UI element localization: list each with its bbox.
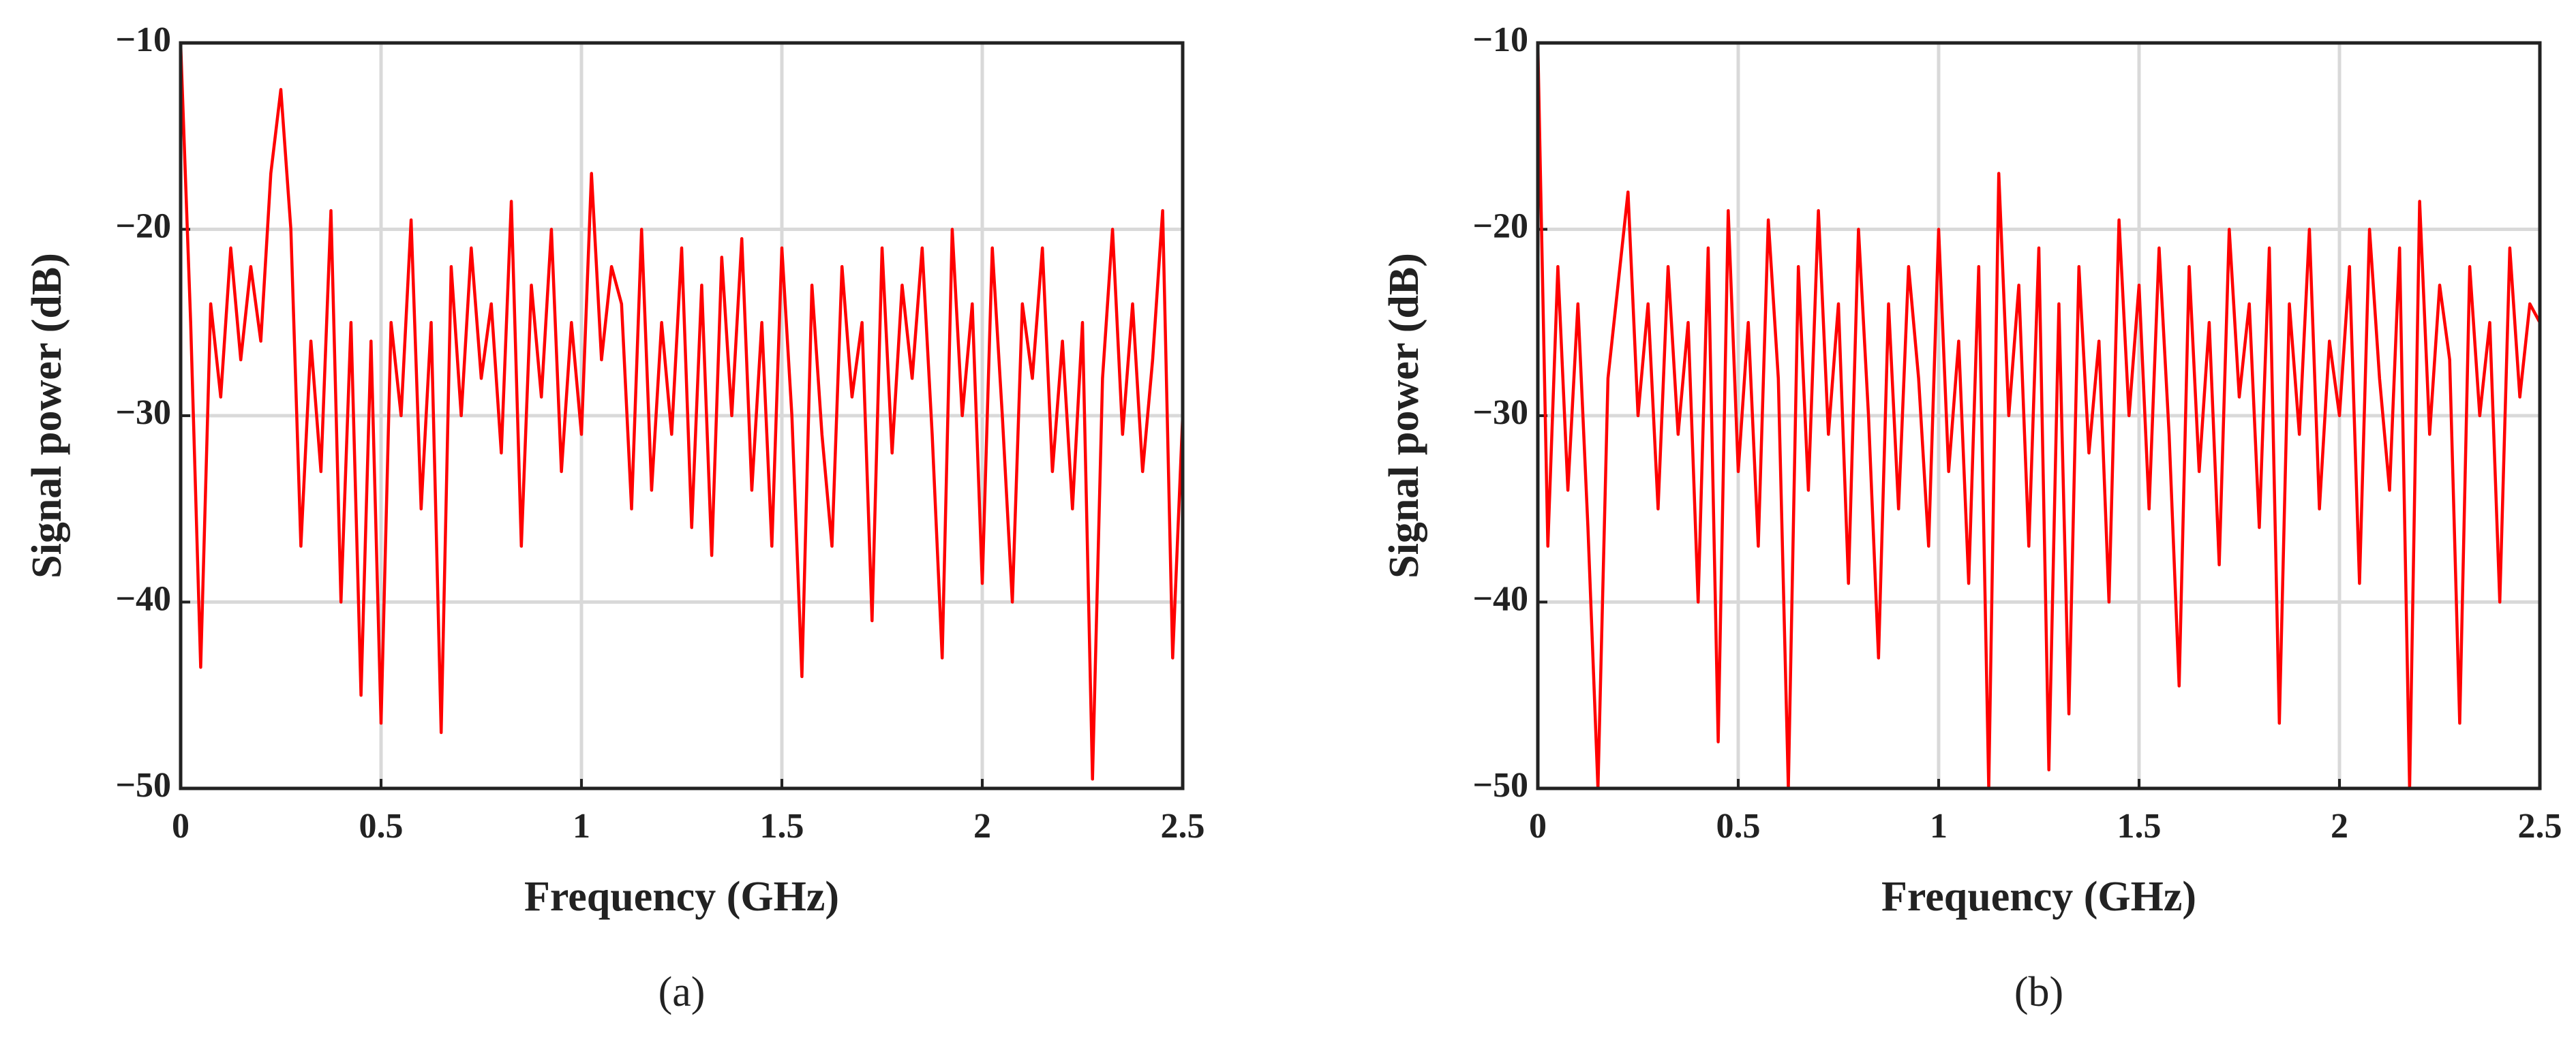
y-tick-label: −20 bbox=[115, 206, 171, 245]
x-tick-label: 0 bbox=[1529, 807, 1547, 846]
y-tick-label: −40 bbox=[1472, 579, 1528, 618]
y-tick-label: −30 bbox=[115, 393, 171, 432]
y-tick-label: −10 bbox=[1472, 20, 1528, 59]
x-tick-label: 2 bbox=[2331, 807, 2348, 846]
caption: (a) bbox=[658, 969, 706, 1015]
caption: (b) bbox=[2014, 969, 2063, 1015]
x-axis-label: Frequency (GHz) bbox=[1881, 874, 2196, 920]
y-axis-label: Signal power (dB) bbox=[24, 253, 70, 579]
data-line bbox=[1538, 43, 2540, 788]
y-tick-label: −50 bbox=[1472, 766, 1528, 805]
y-tick-label: −10 bbox=[115, 20, 171, 59]
y-tick-label: −50 bbox=[115, 766, 171, 805]
y-tick-label: −40 bbox=[115, 579, 171, 618]
plot-frame bbox=[179, 41, 1185, 790]
y-tick-label: −30 bbox=[1472, 393, 1528, 432]
x-axis-label: Frequency (GHz) bbox=[524, 874, 839, 920]
data-line bbox=[181, 43, 1183, 781]
x-tick-label: 2 bbox=[973, 807, 991, 846]
x-tick-label: 0.5 bbox=[359, 807, 404, 846]
x-tick-label: 0.5 bbox=[1716, 807, 1761, 846]
x-tick-label: 1.5 bbox=[2117, 807, 2162, 846]
x-tick-label: 2.5 bbox=[2518, 807, 2562, 846]
x-tick-label: 1 bbox=[1930, 807, 1948, 846]
chart: 0 0.5 1 1.5 2 2.5 −50 −40 −30 −20 −10 Frequency (GH… bbox=[24, 20, 1204, 1015]
chart: 0 0.5 1 1.5 2 2.5 −50 −40 −30 −20 −10 Frequency (GH… bbox=[1381, 20, 2562, 1015]
plot-frame bbox=[1536, 41, 2542, 790]
y-axis-label: Signal power (dB) bbox=[1381, 253, 1427, 579]
x-tick-label: 1.5 bbox=[760, 807, 804, 846]
x-tick-label: 2.5 bbox=[1161, 807, 1205, 846]
x-tick-label: 0 bbox=[172, 807, 190, 846]
x-tick-label: 1 bbox=[573, 807, 590, 846]
y-tick-label: −20 bbox=[1472, 206, 1528, 245]
